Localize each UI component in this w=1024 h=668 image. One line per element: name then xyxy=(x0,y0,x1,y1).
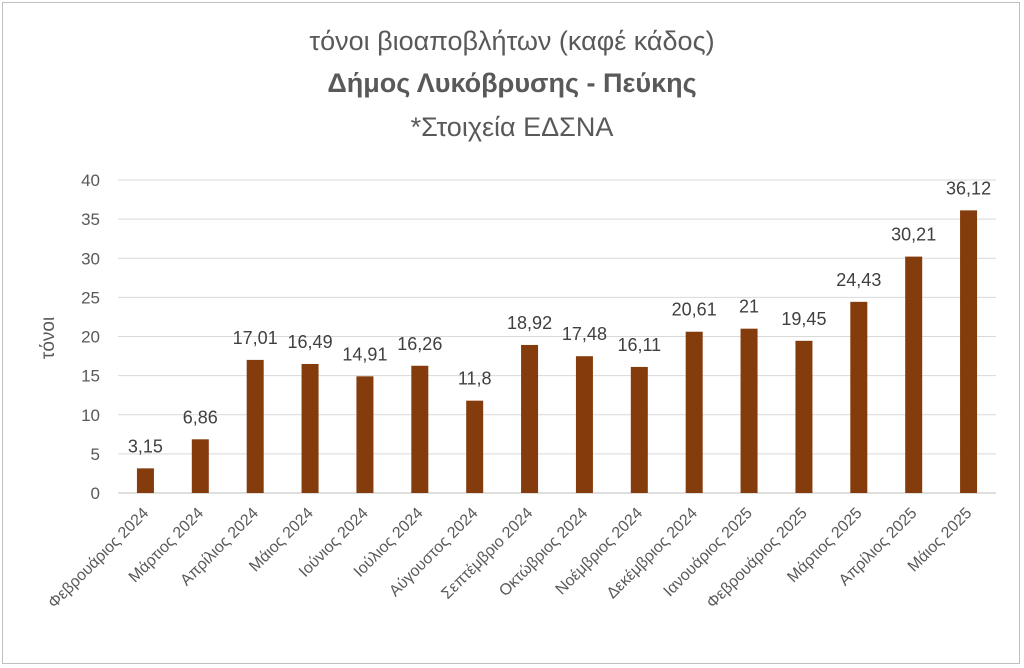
bar xyxy=(960,210,978,493)
y-tick-label: 35 xyxy=(81,210,100,229)
gridlines xyxy=(118,179,996,494)
data-label: 24,43 xyxy=(836,270,881,290)
bar xyxy=(905,256,923,493)
data-label: 11,8 xyxy=(458,369,492,389)
data-label: 21 xyxy=(739,297,759,317)
x-tick-label: Σεπτέμβριο 2024 xyxy=(438,505,536,603)
data-label: 19,45 xyxy=(781,309,826,329)
bar xyxy=(356,376,374,493)
data-label: 16,11 xyxy=(617,335,661,355)
data-label: 30,21 xyxy=(891,225,936,245)
bar xyxy=(630,366,648,493)
bar xyxy=(466,400,484,493)
y-tick-label: 40 xyxy=(81,171,100,190)
bar xyxy=(850,301,868,493)
data-label: 17,48 xyxy=(562,324,607,344)
y-axis-ticks: 0 5 10 15 20 25 30 35 40 xyxy=(81,171,100,503)
chart-title: τόνοι βιοαποβλήτων (καφέ κάδος) xyxy=(309,26,715,56)
bar xyxy=(191,439,209,493)
y-axis-label: τόνοι xyxy=(38,317,59,359)
bars xyxy=(136,210,978,493)
data-label: 20,61 xyxy=(672,300,717,320)
data-label: 6,86 xyxy=(183,407,218,427)
data-label: 18,92 xyxy=(507,313,552,333)
bar xyxy=(795,340,813,493)
data-labels: 3,15 6,86 17,01 16,49 14,91 16,26 11,8 18,92 17,… xyxy=(128,178,991,456)
bar xyxy=(246,359,264,493)
bar xyxy=(301,363,319,493)
y-tick-label: 15 xyxy=(81,367,100,386)
x-tick-label: Φεβρουάριος 2025 xyxy=(704,505,811,612)
data-label: 36,12 xyxy=(946,178,991,198)
bar xyxy=(411,365,429,493)
bar xyxy=(740,328,758,493)
chart-note: *Στοιχεία ΕΔΣΝΑ xyxy=(410,112,614,142)
bar xyxy=(521,344,539,493)
y-tick-label: 25 xyxy=(81,288,100,307)
data-label: 3,15 xyxy=(128,436,163,456)
y-tick-label: 10 xyxy=(81,406,100,425)
bar xyxy=(575,356,593,493)
y-tick-label: 30 xyxy=(81,249,100,268)
data-label: 16,26 xyxy=(397,334,442,354)
y-tick-label: 20 xyxy=(81,328,100,347)
y-tick-label: 5 xyxy=(91,445,100,464)
data-label: 17,01 xyxy=(233,328,278,348)
y-tick-label: 0 xyxy=(91,484,100,503)
bar xyxy=(685,331,703,493)
data-label: 16,49 xyxy=(288,332,333,352)
bar xyxy=(136,468,154,493)
data-label: 14,91 xyxy=(342,344,387,364)
x-tick-label: Φεβρουάριος 2024 xyxy=(45,505,152,612)
chart-subtitle: Δήμος Λυκόβρυσης - Πεύκης xyxy=(327,68,697,98)
